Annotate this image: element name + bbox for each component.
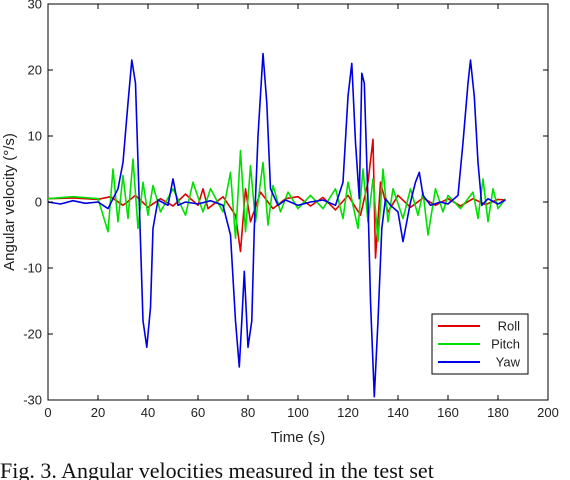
y-tick-label: -10 [23,261,42,276]
y-axis-title: Angular velocity (°/s) [1,133,18,271]
x-tick-label: 180 [487,405,509,420]
y-tick-label: 30 [28,0,42,12]
ticks-layer: 0 20 40 60 80 100 120 140 160 180 200 -30 -20 -10 0 10 2… [23,0,559,420]
x-tick-label: 100 [287,405,309,420]
plot-area: 0 20 40 60 80 100 120 140 160 180 200 -30 -20 -10 0 10 2… [23,0,559,420]
chart: 0 20 40 60 80 100 120 140 160 180 200 -30 -20 -10 0 10 2… [1,0,559,446]
x-tick-label: 40 [141,405,155,420]
y-tick-label: 20 [28,63,42,78]
series-line-pitch [47,149,507,243]
x-tick-label: 0 [44,405,51,420]
y-tick-label: -30 [23,393,42,408]
x-tick-label: 160 [437,405,459,420]
x-tick-label: 200 [537,405,559,420]
x-tick-label: 60 [191,405,205,420]
x-tick-label: 80 [241,405,255,420]
figure-caption: Fig. 3. Angular velocities measured in t… [0,458,434,480]
x-tick-label: 140 [387,405,409,420]
y-tick-label: -20 [23,327,42,342]
y-tick-label: 0 [35,195,42,210]
x-tick-label: 120 [337,405,359,420]
legend: Roll Pitch Yaw [431,313,529,375]
x-tick-label: 20 [91,405,105,420]
series-layer [47,52,507,398]
series-line-yaw [47,52,506,398]
legend-label-yaw: Yaw [496,355,521,370]
x-axis-title: Time (s) [271,429,325,446]
y-tick-label: 10 [28,129,42,144]
legend-label-roll: Roll [498,319,521,334]
legend-label-pitch: Pitch [491,337,520,352]
